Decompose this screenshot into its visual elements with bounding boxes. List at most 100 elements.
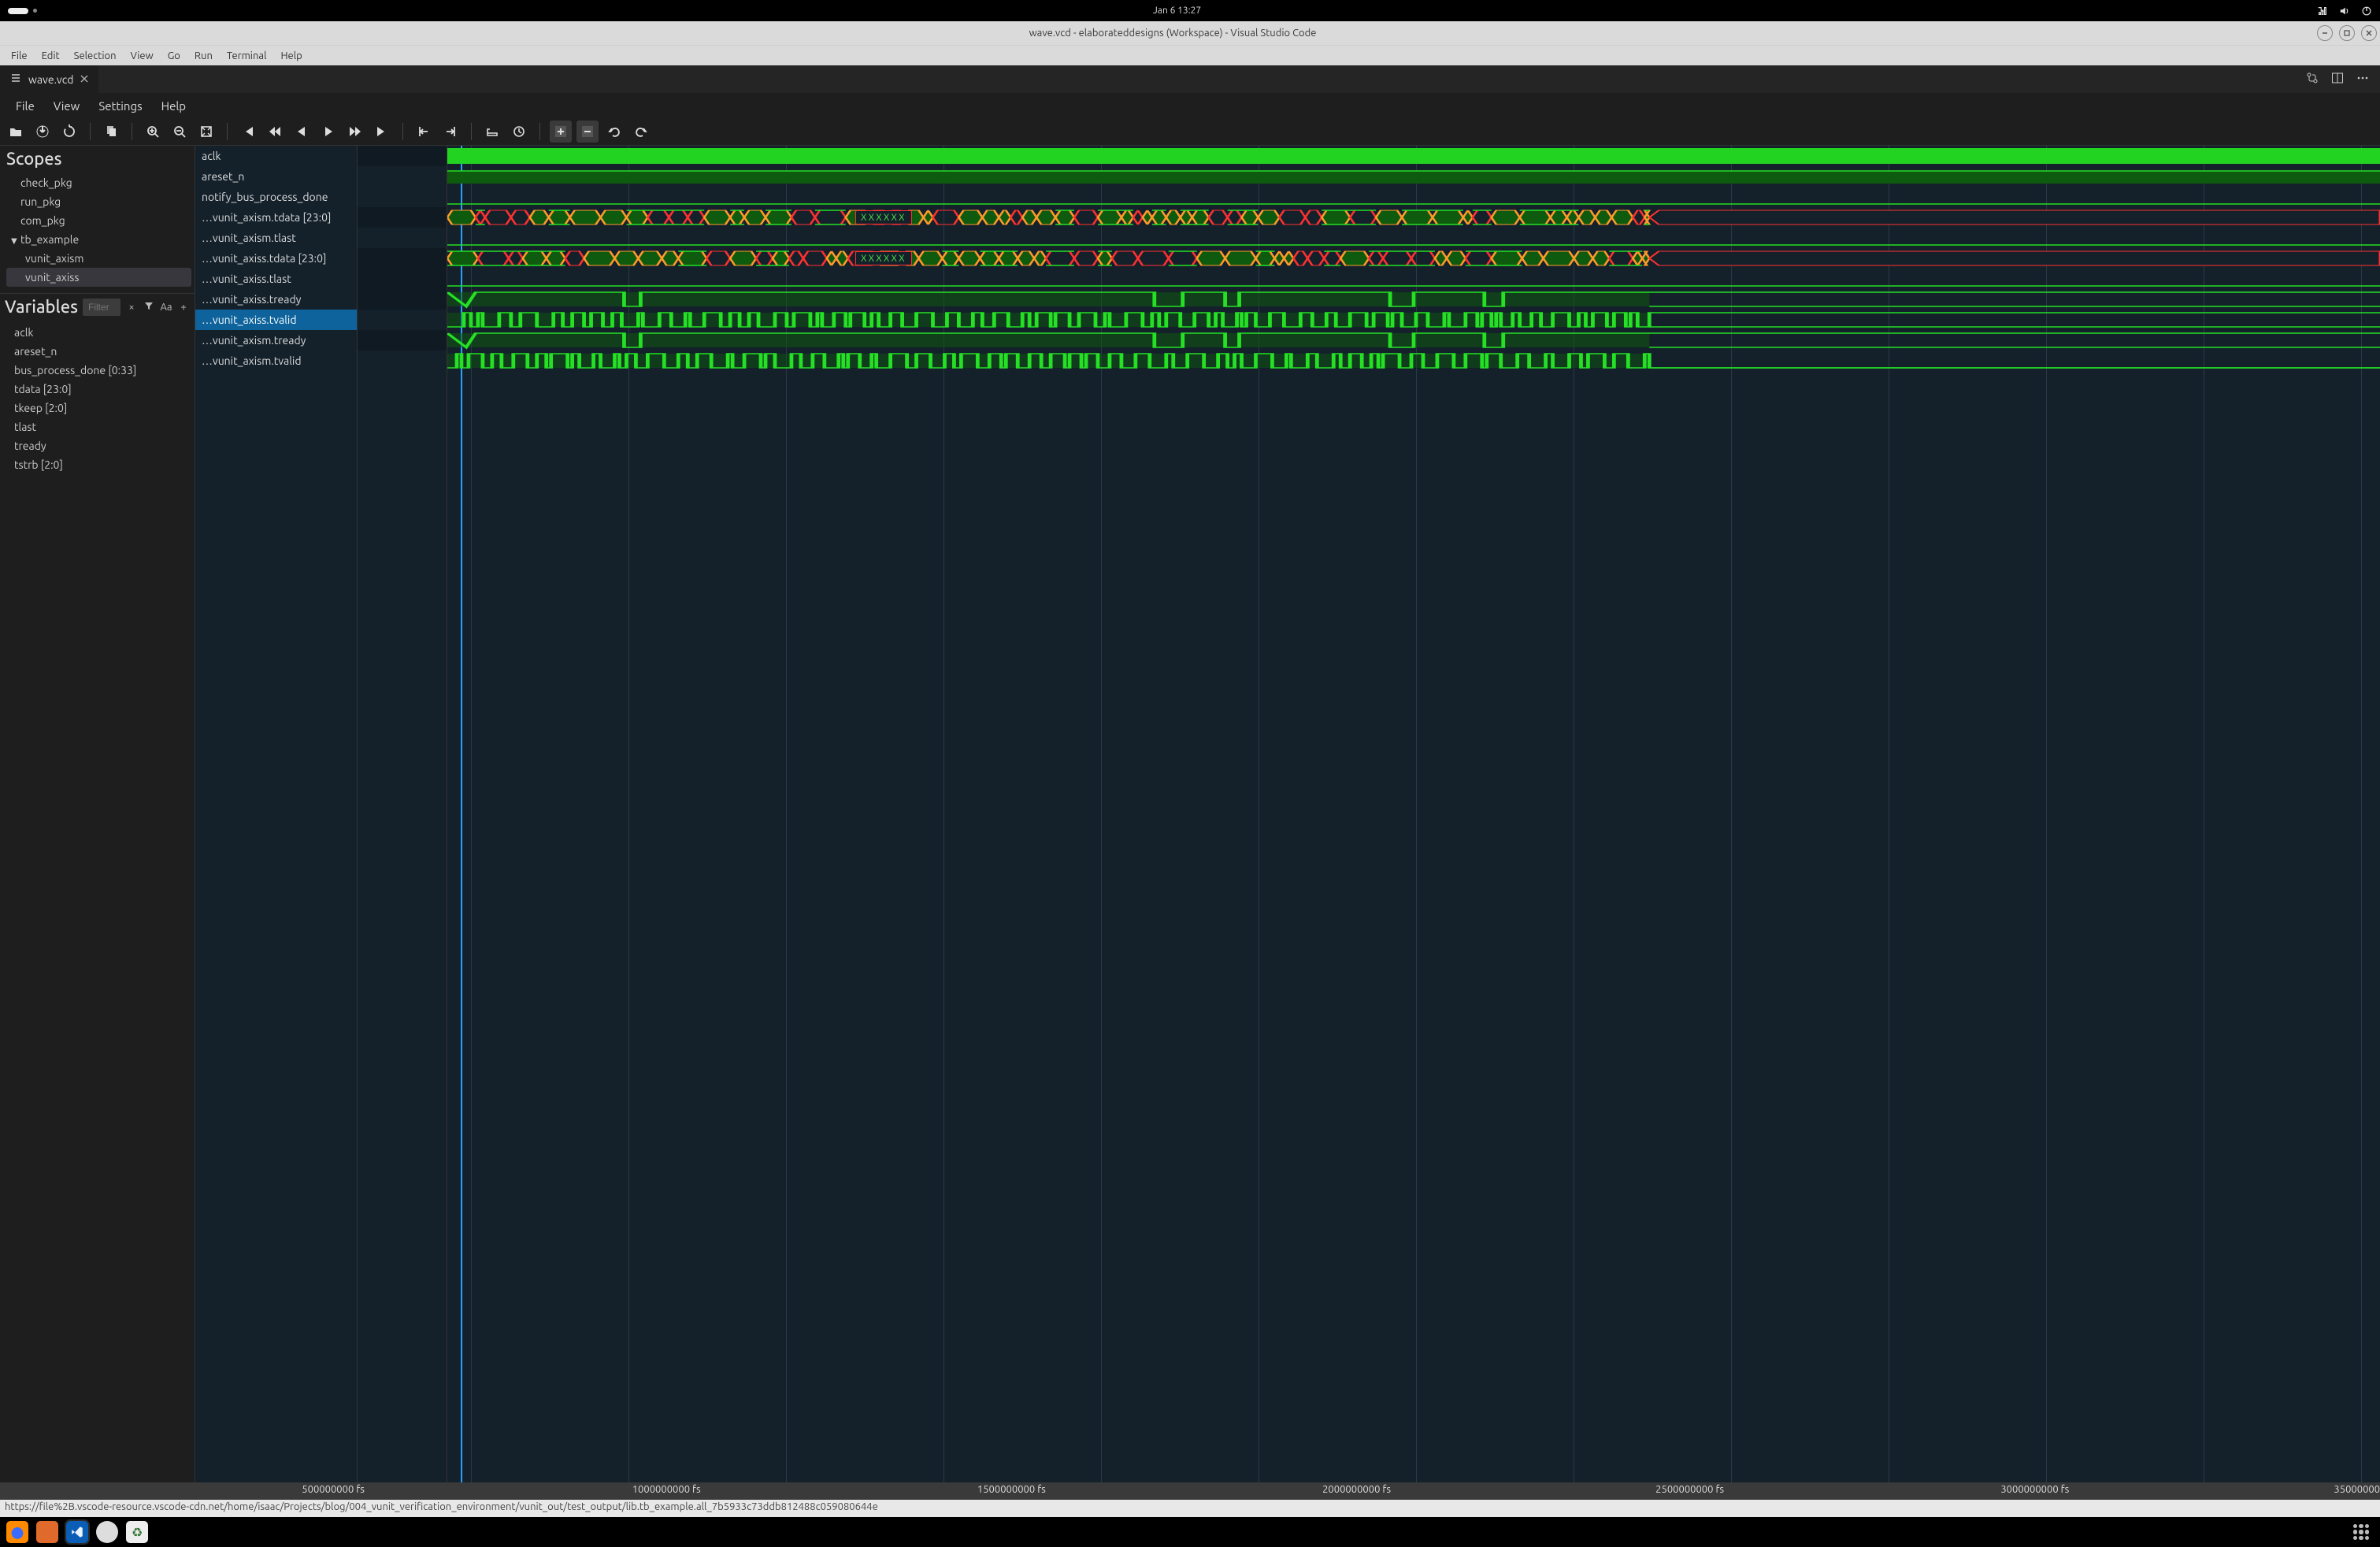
toolbar-zoom-fit-icon[interactable]	[195, 121, 217, 143]
scopes-tree[interactable]: check_pkgrun_pkgcom_pkgtb_examplevunit_a…	[0, 173, 195, 293]
signal-names-column[interactable]: aclkareset_nnotify_bus_process_done…vuni…	[195, 146, 358, 1482]
activities-pill[interactable]	[8, 8, 28, 14]
ext-menu-help[interactable]: Help	[152, 97, 195, 115]
toolbar-step-fwd-icon[interactable]	[344, 121, 366, 143]
toolbar-copy-icon[interactable]	[100, 121, 122, 143]
ubuntu-dock: ♻	[0, 1517, 2380, 1547]
ext-menu-view[interactable]: View	[44, 97, 90, 115]
tab-file-icon	[9, 72, 22, 87]
vscode-menu-help[interactable]: Help	[274, 49, 308, 63]
toolbar-reload-icon[interactable]	[58, 121, 80, 143]
signal-name-10[interactable]: …vunit_axism.tvalid	[195, 351, 357, 371]
signal-name-1[interactable]: areset_n	[195, 166, 357, 187]
vscode-menu-view[interactable]: View	[124, 49, 160, 63]
filter-icon[interactable]	[143, 301, 155, 313]
case-sensitive-icon[interactable]: Aa	[160, 302, 172, 313]
variable-tlast[interactable]: tlast	[9, 417, 191, 436]
scope-tb-example[interactable]: tb_example	[6, 230, 191, 249]
ext-menu-file[interactable]: File	[6, 97, 44, 115]
variable-tkeep[interactable]: tkeep [2:0]	[9, 399, 191, 417]
editor-tab-row: wave.vcd	[0, 65, 2380, 94]
volume-icon[interactable]	[2339, 6, 2350, 17]
clear-filter-icon[interactable]: ×	[125, 302, 138, 313]
dock-vscode-icon[interactable]	[66, 1521, 88, 1543]
toolbar-play-fwd-icon[interactable]	[317, 121, 339, 143]
signal-name-6[interactable]: …vunit_axiss.tlast	[195, 269, 357, 289]
value-gutter-row-8	[358, 310, 447, 330]
toolbar-time-units-icon[interactable]	[508, 121, 530, 143]
toolbar-play-back-icon[interactable]	[291, 121, 313, 143]
tab-wave-vcd[interactable]: wave.vcd	[0, 65, 99, 93]
scope-com-pkg[interactable]: com_pkg	[6, 211, 191, 230]
toolbar-plus-box-icon[interactable]	[550, 121, 572, 143]
vscode-menu-terminal[interactable]: Terminal	[221, 49, 273, 63]
ruler-tick: 1500000000 fs	[977, 1484, 1046, 1495]
power-icon[interactable]	[2361, 6, 2372, 17]
scope-vunit-axism[interactable]: vunit_axism	[6, 249, 191, 268]
wave-row-0	[447, 146, 2380, 166]
toolbar-go-end-icon[interactable]	[371, 121, 393, 143]
status-bar: https://file%2B.vscode-resource.vscode-c…	[0, 1500, 2380, 1517]
vscode-menu-selection[interactable]: Selection	[68, 49, 123, 63]
dock-disc-icon[interactable]	[96, 1521, 118, 1543]
signal-name-9[interactable]: …vunit_axism.tready	[195, 330, 357, 351]
tab-close-icon[interactable]	[80, 73, 89, 86]
variable-aclk[interactable]: aclk	[9, 323, 191, 342]
window-minimize-button[interactable]	[2317, 25, 2333, 41]
vscode-menu-edit[interactable]: Edit	[35, 49, 66, 63]
toolbar-cursor-prev-icon[interactable]	[413, 121, 435, 143]
signal-name-2[interactable]: notify_bus_process_done	[195, 187, 357, 207]
dock-files-icon[interactable]	[36, 1521, 58, 1543]
vscode-menu-run[interactable]: Run	[188, 49, 219, 63]
signal-name-3[interactable]: …vunit_axism.tdata [23:0]	[195, 207, 357, 228]
variable-tready[interactable]: tready	[9, 436, 191, 455]
toolbar-redo-icon[interactable]	[630, 121, 652, 143]
window-close-button[interactable]	[2361, 25, 2377, 41]
vscode-menu-file[interactable]: File	[5, 49, 34, 63]
dock-show-apps-icon[interactable]	[2350, 1521, 2372, 1543]
wave-row-10	[447, 351, 2380, 371]
signal-name-5[interactable]: …vunit_axiss.tdata [23:0]	[195, 248, 357, 269]
toolbar-download-icon[interactable]	[32, 121, 54, 143]
toolbar-undo-icon[interactable]	[603, 121, 625, 143]
value-gutter-row-5	[358, 248, 447, 269]
variables-filter-input[interactable]	[83, 299, 120, 316]
signal-name-8[interactable]: …vunit_axiss.tvalid	[195, 310, 357, 330]
toolbar-zoom-out-icon[interactable]	[169, 121, 191, 143]
toolbar-open-icon[interactable]	[5, 121, 27, 143]
toolbar-cursor-next-icon[interactable]	[439, 121, 462, 143]
variable-tstrb[interactable]: tstrb [2:0]	[9, 455, 191, 474]
ext-menu-settings[interactable]: Settings	[89, 97, 151, 115]
time-ruler[interactable]: 500000000 fs1000000000 fs1500000000 fs20…	[0, 1482, 2380, 1500]
variables-list[interactable]: aclkareset_nbus_process_done [0:33]tdata…	[0, 321, 195, 477]
waveform-area[interactable]: XXXXXXXXXXXX	[447, 146, 2380, 1482]
scope-check-pkg[interactable]: check_pkg	[6, 173, 191, 192]
scope-vunit-axiss[interactable]: vunit_axiss	[6, 268, 191, 287]
wave-row-8	[447, 310, 2380, 330]
left-panel: Scopes check_pkgrun_pkgcom_pkgtb_example…	[0, 146, 195, 1482]
toolbar-ruler-toggle-icon[interactable]	[481, 121, 503, 143]
toolbar-step-back-icon[interactable]	[264, 121, 286, 143]
toolbar-zoom-in-icon[interactable]	[142, 121, 164, 143]
network-icon[interactable]	[2317, 6, 2328, 17]
scope-run-pkg[interactable]: run_pkg	[6, 192, 191, 211]
signal-name-7[interactable]: …vunit_axiss.tready	[195, 289, 357, 310]
vscode-menu-go[interactable]: Go	[161, 49, 187, 63]
split-editor-icon[interactable]	[2331, 72, 2344, 87]
window-maximize-button[interactable]	[2339, 25, 2355, 41]
dock-trash-icon[interactable]: ♻	[126, 1521, 148, 1543]
variable-bus-process-done[interactable]: bus_process_done [0:33]	[9, 361, 191, 380]
clock[interactable]: Jan 6 13:27	[37, 6, 2317, 16]
signal-name-0[interactable]: aclk	[195, 146, 357, 166]
value-gutter-row-2	[358, 187, 447, 207]
toolbar-minus-box-icon[interactable]	[576, 121, 599, 143]
variable-areset-n[interactable]: areset_n	[9, 342, 191, 361]
signal-name-4[interactable]: …vunit_axism.tlast	[195, 228, 357, 248]
toolbar-go-start-icon[interactable]	[237, 121, 259, 143]
variable-tdata[interactable]: tdata [23:0]	[9, 380, 191, 399]
waveform-viewer-toolbar	[0, 117, 2380, 146]
add-variable-icon[interactable]: +	[177, 302, 190, 313]
dock-firefox-icon[interactable]	[6, 1521, 28, 1543]
compare-changes-icon[interactable]	[2306, 72, 2319, 87]
more-actions-icon[interactable]	[2356, 72, 2369, 87]
